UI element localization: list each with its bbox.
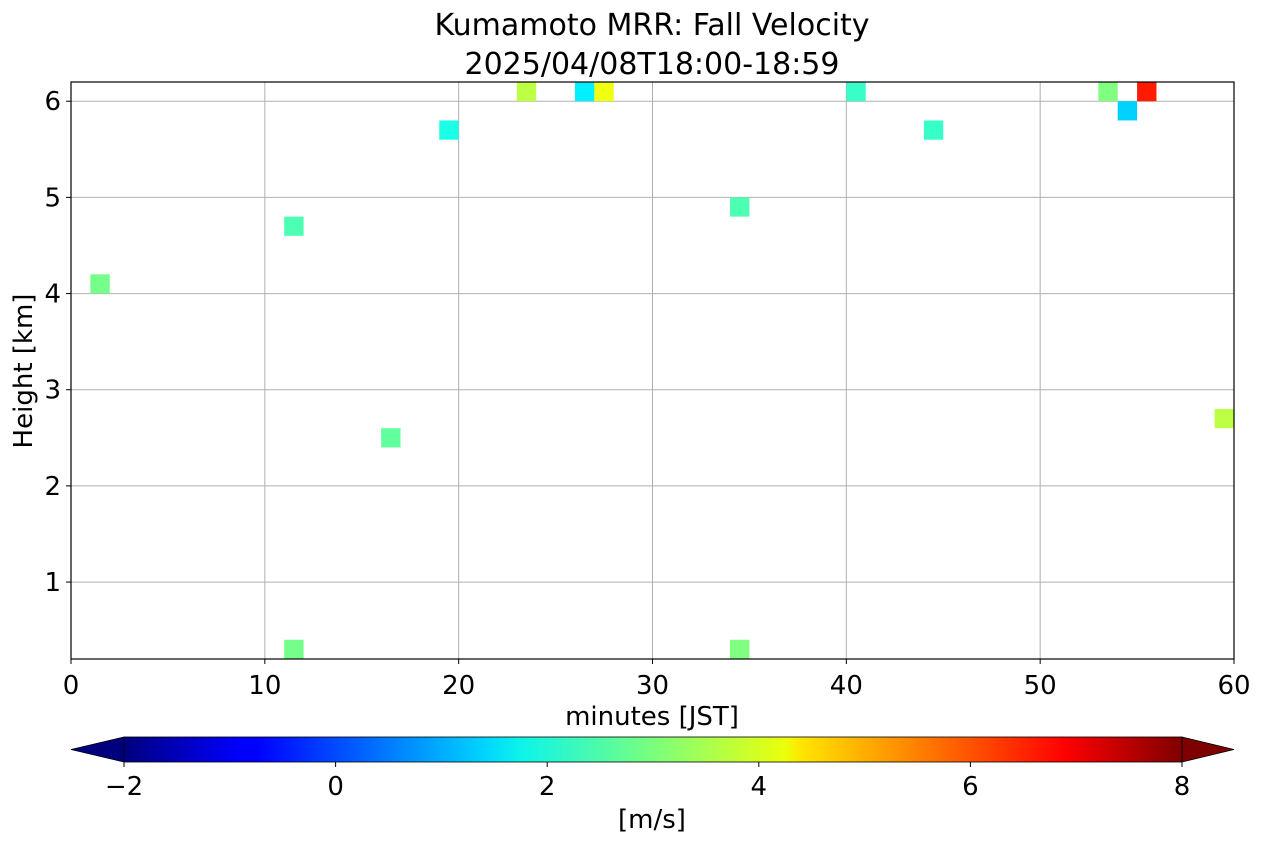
data-cell — [594, 82, 614, 102]
x-tick-label: 60 — [1217, 671, 1250, 701]
colorbar-tick-label: 0 — [327, 772, 344, 802]
x-tick-label: 10 — [248, 671, 281, 701]
colorbar-frame — [123, 736, 1183, 763]
colorbar-tick-label: −2 — [105, 772, 143, 802]
colorbar-extend-low — [70, 736, 125, 763]
x-tick-label: 30 — [636, 671, 669, 701]
data-cell — [923, 120, 944, 140]
x-tick-label: 0 — [63, 671, 80, 701]
data-cell — [846, 82, 866, 102]
data-cell — [439, 120, 459, 140]
colorbar: −2 0 2 4 6 8 [m/s] — [70, 736, 1235, 835]
y-axis-label: Height [km] — [9, 294, 39, 449]
data-cell — [284, 216, 304, 236]
y-tick-label: 3 — [44, 376, 61, 406]
y-axis-ticks: 1 2 3 4 5 6 — [44, 87, 71, 598]
x-axis-ticks: 0 10 20 30 40 50 60 — [63, 659, 1251, 701]
colorbar-label: [m/s] — [618, 805, 686, 835]
grid-lines — [71, 82, 1234, 659]
data-cell — [1117, 101, 1138, 121]
data-cell — [516, 82, 537, 102]
x-axis-label: minutes [JST] — [565, 702, 739, 732]
data-cells — [90, 82, 1234, 659]
colorbar-tick-label: 8 — [1174, 772, 1191, 802]
data-cell — [284, 639, 304, 659]
y-tick-label: 1 — [44, 568, 61, 598]
data-cell — [381, 428, 401, 448]
y-tick-label: 5 — [44, 183, 61, 213]
y-tick-label: 2 — [44, 472, 61, 502]
chart-title: Kumamoto MRR: Fall Velocity — [434, 8, 869, 43]
data-cell — [730, 197, 750, 217]
data-cell — [1137, 82, 1157, 102]
data-cell — [1214, 408, 1234, 429]
y-tick-label: 6 — [44, 87, 61, 117]
x-tick-label: 40 — [830, 671, 863, 701]
x-tick-label: 50 — [1024, 671, 1057, 701]
colorbar-tick-label: 4 — [751, 772, 768, 802]
data-cell — [90, 274, 110, 294]
colorbar-tick-label: 2 — [539, 772, 556, 802]
data-cell — [1098, 82, 1118, 102]
data-cell — [574, 82, 595, 102]
colorbar-gradient — [124, 737, 1182, 762]
data-cell — [730, 639, 750, 659]
y-tick-label: 4 — [44, 280, 61, 310]
colorbar-extend-high — [1181, 736, 1235, 763]
colorbar-tick-label: 6 — [962, 772, 979, 802]
x-tick-label: 20 — [442, 671, 475, 701]
colorbar-ticks: −2 0 2 4 6 8 — [105, 762, 1190, 802]
chart-subtitle: 2025/04/08T18:00-18:59 — [465, 47, 840, 82]
